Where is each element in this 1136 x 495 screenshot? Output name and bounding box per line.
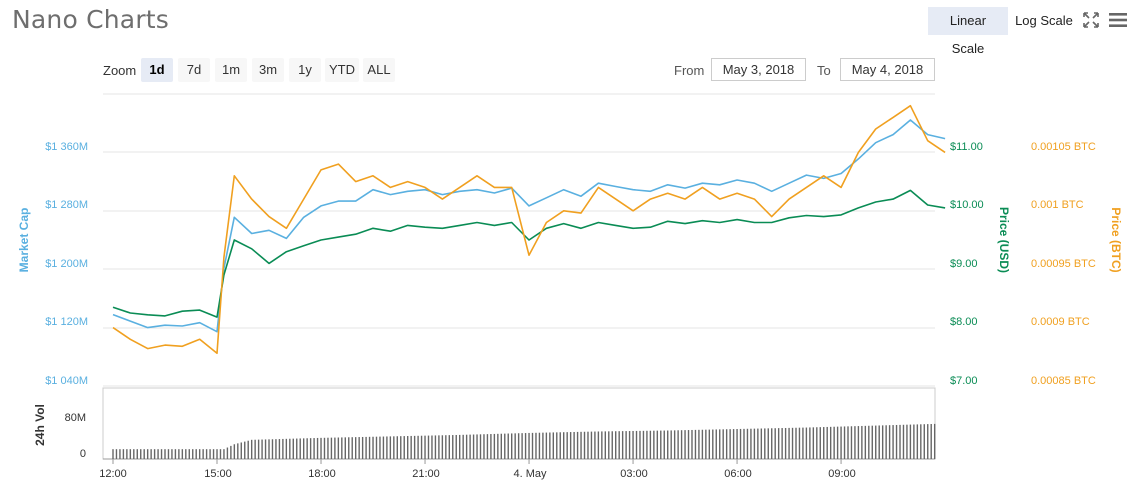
volume-axis-title: 24h Vol	[33, 404, 47, 446]
fullscreen-icon[interactable]	[1082, 11, 1100, 29]
price-btc-tick: 0.00085 BTC	[1031, 375, 1096, 387]
price-usd-line	[112, 189, 946, 318]
log-scale-button[interactable]: Log Scale	[1015, 13, 1073, 28]
page-title: Nano Charts	[12, 5, 170, 34]
to-label: To	[817, 63, 831, 78]
price-btc-tick: 0.0009 BTC	[1031, 316, 1090, 328]
price-usd-tick: $9.00	[950, 258, 978, 270]
price-usd-tick: $7.00	[950, 375, 978, 387]
market-cap-line	[112, 119, 946, 333]
market-cap-tick: $1 040M	[45, 375, 88, 387]
x-axis-tick: 21:00	[412, 468, 440, 480]
x-axis-tick: 4. May	[513, 468, 547, 480]
zoom-1y-button[interactable]: 1y	[289, 58, 321, 82]
zoom-all-button[interactable]: ALL	[363, 58, 395, 82]
linear-scale-button[interactable]: Linear Scale	[928, 7, 1008, 56]
price-usd-tick: $8.00	[950, 316, 978, 328]
to-date-input[interactable]: May 4, 2018	[840, 58, 935, 81]
from-label: From	[674, 63, 705, 78]
x-axis-tick: 09:00	[828, 468, 856, 480]
price-usd-axis-title: Price (USD)	[997, 206, 1011, 274]
zoom-7d-button[interactable]: 7d	[178, 58, 210, 82]
x-axis-tick: 03:00	[620, 468, 648, 480]
price-btc-line	[112, 104, 946, 355]
price-btc-tick: 0.00095 BTC	[1031, 258, 1096, 270]
zoom-3m-button[interactable]: 3m	[252, 58, 284, 82]
market-cap-tick: $1 200M	[45, 258, 88, 270]
price-btc-tick: 0.001 BTC	[1031, 199, 1084, 211]
x-axis-tick: 15:00	[204, 468, 232, 480]
volume-tick: 0	[79, 448, 86, 460]
from-date-input[interactable]: May 3, 2018	[711, 58, 806, 81]
market-cap-tick: $1 360M	[45, 141, 88, 153]
price-usd-tick: $11.00	[950, 141, 983, 153]
x-axis-tick: 18:00	[308, 468, 336, 480]
zoom-1m-button[interactable]: 1m	[215, 58, 247, 82]
volume-tick: 80M	[64, 412, 86, 424]
price-btc-tick: 0.00105 BTC	[1031, 141, 1096, 153]
market-cap-tick: $1 280M	[45, 199, 88, 211]
hamburger-menu-icon[interactable]	[1108, 11, 1128, 29]
x-axis-tick: 06:00	[724, 468, 752, 480]
price-usd-tick: $10.00	[950, 199, 984, 211]
zoom-label: Zoom	[103, 63, 137, 78]
zoom-1d-button[interactable]: 1d	[141, 58, 173, 82]
x-axis-tick: 12:00	[99, 468, 127, 480]
zoom-ytd-button[interactable]: YTD	[325, 58, 359, 82]
market-cap-tick: $1 120M	[45, 316, 88, 328]
price-btc-axis-title: Price (BTC)	[1109, 207, 1123, 273]
